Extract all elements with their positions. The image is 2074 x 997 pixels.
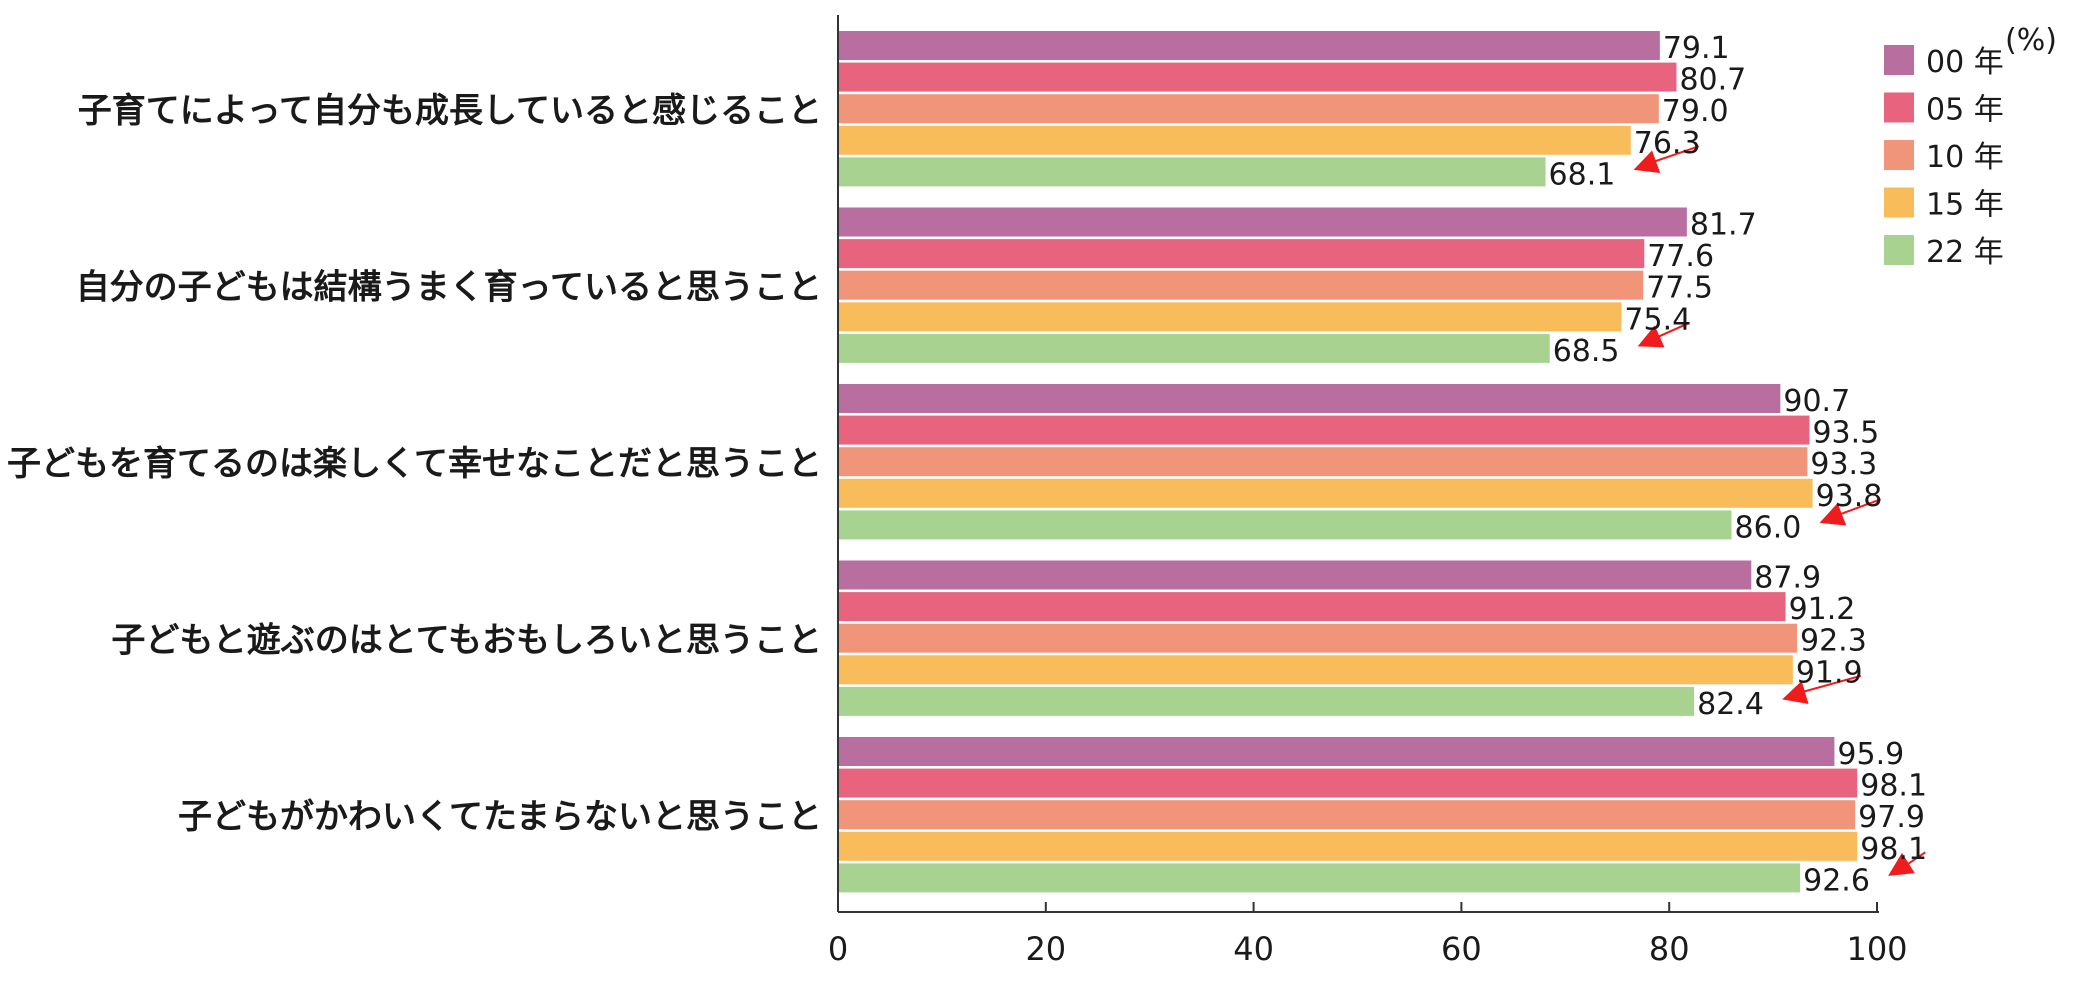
bar [838, 686, 1695, 716]
bar [838, 510, 1732, 540]
bar [838, 447, 1808, 477]
category-label: 子どもと遊ぶのはとてもおもしろいと思うこと [111, 621, 822, 661]
bar [838, 157, 1546, 187]
value-label: 98.1 [1860, 769, 1927, 804]
bar [838, 302, 1622, 332]
legend-swatch [1884, 45, 1914, 75]
value-label: 90.7 [1783, 384, 1850, 419]
x-tick-label: 60 [1441, 930, 1482, 968]
bar [838, 415, 1810, 445]
value-label: 77.5 [1646, 271, 1713, 306]
bar [838, 333, 1550, 363]
value-label: 92.6 [1803, 863, 1870, 898]
bar [838, 768, 1858, 798]
value-label: 82.4 [1697, 687, 1764, 722]
value-label: 75.4 [1624, 302, 1691, 337]
unit-label: (%) [2005, 23, 2057, 58]
category-label: 自分の子どもは結構うまく育っていると思うこと [76, 268, 822, 308]
decline-arrow-head [1633, 150, 1661, 174]
bar [838, 94, 1659, 124]
value-label: 77.6 [1647, 239, 1714, 274]
x-tick-label: 20 [1025, 930, 1066, 968]
value-label: 81.7 [1690, 208, 1757, 243]
legend-label: 05 年 [1926, 93, 2004, 128]
bar [838, 384, 1781, 413]
value-label: 76.3 [1634, 126, 1701, 161]
value-label: 68.1 [1549, 157, 1616, 192]
arrows-layer [1633, 145, 1926, 876]
decline-arrow-head [1637, 325, 1665, 348]
bar [838, 863, 1801, 893]
bar [838, 270, 1644, 300]
category-label: 子どもを育てるのは楽しくて幸せなことだと思うこと [7, 444, 822, 484]
bar [838, 478, 1813, 508]
decline-arrow-head [1819, 503, 1847, 526]
bar [838, 831, 1858, 861]
bar [838, 31, 1660, 60]
bar [838, 239, 1645, 269]
bars-layer [838, 31, 1858, 893]
x-tick-label: 40 [1233, 930, 1274, 968]
value-label: 79.1 [1663, 31, 1730, 66]
legend-label: 10 年 [1926, 140, 2004, 175]
x-tick-label: 0 [828, 930, 848, 968]
legend-label: 15 年 [1926, 188, 2004, 223]
value-label: 92.3 [1800, 624, 1867, 659]
x-tick-label: 80 [1649, 930, 1690, 968]
legend-swatch [1884, 187, 1914, 218]
bar [838, 207, 1687, 237]
value-label: 79.0 [1662, 94, 1729, 129]
value-label: 86.0 [1735, 510, 1802, 545]
decline-arrow-head [1782, 681, 1809, 705]
value-label: 97.9 [1858, 800, 1925, 835]
legend-swatch [1884, 235, 1914, 265]
bar [838, 560, 1752, 590]
value-label: 80.7 [1679, 63, 1746, 98]
legend-swatch [1884, 92, 1914, 123]
value-label: 68.5 [1553, 334, 1620, 369]
bar [838, 592, 1786, 622]
value-label: 91.9 [1796, 655, 1863, 690]
bar [838, 800, 1856, 830]
category-label: 子育てによって自分も成長していると感じること [78, 91, 822, 131]
value-label: 93.5 [1812, 416, 1879, 451]
decline-arrow-head [1888, 852, 1915, 876]
value-label: 93.8 [1816, 479, 1883, 514]
value-label: 91.2 [1789, 592, 1856, 627]
bar [838, 737, 1835, 766]
legend: (%) 00 年 05 年 10 年 15 年 22 年 [1884, 23, 2057, 270]
value-label: 87.9 [1754, 561, 1821, 596]
legend-label: 22 年 [1926, 235, 2004, 270]
bar [838, 62, 1677, 92]
bar [838, 623, 1797, 653]
legend-swatch [1884, 140, 1914, 170]
bar [838, 125, 1631, 155]
labels-layer: 子育てによって自分も成長していると感じること 79.180.779.076.3 68… [7, 31, 1927, 898]
x-tick-label: 100 [1846, 930, 1907, 968]
axis-layer: 0 20 40 60 80 100 [828, 15, 1908, 968]
value-label: 93.3 [1810, 447, 1877, 482]
value-label: 98.1 [1860, 832, 1927, 867]
legend-label: 00 年 [1926, 45, 2004, 80]
category-label: 子どもがかわいくてたまらないと思うこと [178, 797, 822, 837]
value-label: 95.9 [1837, 737, 1904, 772]
bar [838, 655, 1793, 685]
